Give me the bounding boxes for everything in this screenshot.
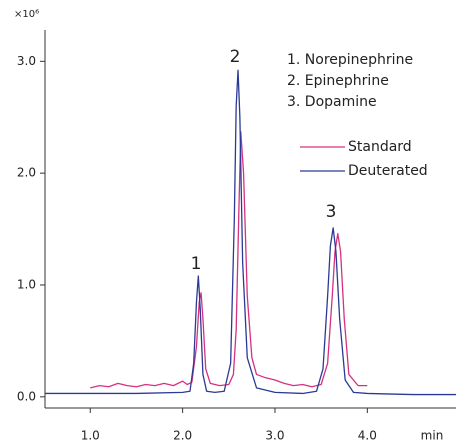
x-tick-label: 1.0 [81, 429, 100, 443]
y-tick-label: 3.0 [17, 54, 36, 68]
compound-label: 1. Norepinephrine [287, 52, 413, 68]
x-tick-label: 4.0 [358, 429, 377, 443]
line-series [90, 131, 368, 389]
peak-annotation: 3 [326, 202, 337, 222]
peak-annotation: 1 [191, 254, 202, 274]
x-tick-label: 2.0 [173, 429, 192, 443]
compound-label: 2. Epinephrine [287, 73, 389, 89]
y-tick-label: 2.0 [17, 166, 36, 180]
legend-label: Deuterated [348, 163, 428, 179]
y-tick-label: 0.0 [17, 389, 36, 403]
peak-annotation: 2 [230, 47, 241, 67]
line-series [45, 69, 456, 396]
x-axis-label: min [421, 429, 444, 443]
y-tick-label: 1.0 [17, 277, 36, 291]
compound-label: 3. Dopamine [287, 94, 377, 110]
y-unit-label: ×10⁶ [14, 9, 39, 20]
legend-label: Standard [348, 139, 412, 155]
x-tick-label: 3.0 [265, 429, 284, 443]
